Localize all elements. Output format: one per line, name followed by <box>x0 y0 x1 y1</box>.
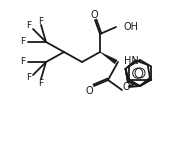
Text: HN: HN <box>124 56 139 66</box>
Text: F: F <box>38 17 44 25</box>
Text: F: F <box>20 58 26 66</box>
Text: O: O <box>122 82 130 92</box>
Text: F: F <box>26 21 31 31</box>
Text: F: F <box>20 38 26 46</box>
Text: F: F <box>26 73 31 83</box>
Text: O: O <box>85 86 93 96</box>
Text: O: O <box>90 10 98 20</box>
Text: F: F <box>38 79 44 87</box>
Polygon shape <box>100 52 117 64</box>
Text: OH: OH <box>124 22 139 32</box>
